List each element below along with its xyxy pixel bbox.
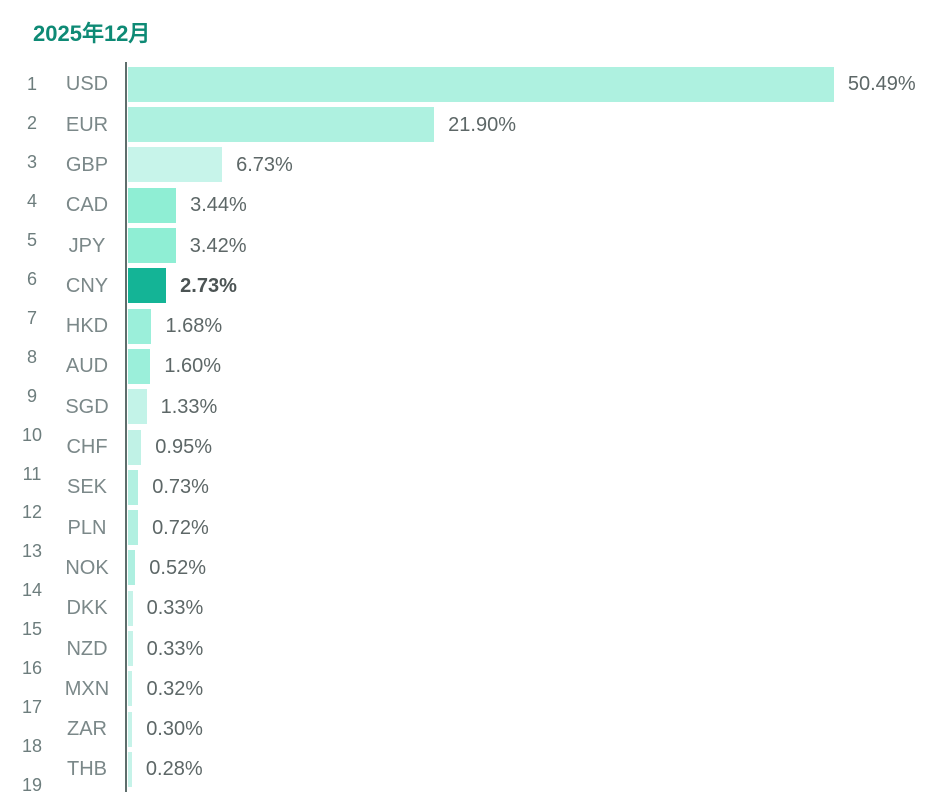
rank-number: 9 bbox=[26, 385, 37, 406]
currency-code: EUR bbox=[65, 113, 109, 136]
currency-code: CAD bbox=[65, 194, 109, 217]
rank-number: 13 bbox=[21, 541, 43, 562]
value-label: 0.28% bbox=[145, 758, 203, 781]
rank-number: 12 bbox=[21, 502, 43, 523]
chart-title: 2025年12月 bbox=[33, 21, 151, 46]
rank-number: 14 bbox=[21, 580, 43, 601]
value-bar bbox=[128, 671, 133, 707]
value-bar bbox=[128, 550, 136, 586]
value-bar bbox=[128, 348, 151, 384]
rank-number: 16 bbox=[21, 658, 43, 679]
value-label: 6.73% bbox=[236, 153, 293, 176]
rank-number: 7 bbox=[26, 307, 37, 328]
currency-code: MXN bbox=[64, 677, 110, 700]
value-label: 1.68% bbox=[165, 315, 223, 338]
rank-number: 19 bbox=[21, 775, 43, 792]
currency-code: GBP bbox=[65, 153, 109, 176]
currency-code: JPY bbox=[68, 234, 106, 257]
currency-code: PLN bbox=[67, 516, 107, 539]
rank-number: 17 bbox=[21, 697, 43, 718]
currency-code: CNY bbox=[65, 274, 109, 297]
value-bar bbox=[128, 469, 139, 505]
value-bar bbox=[128, 751, 132, 787]
currency-code: AUD bbox=[65, 355, 109, 378]
value-label: 1.60% bbox=[164, 355, 222, 378]
value-label: 3.44% bbox=[190, 194, 247, 217]
currency-code: CHF bbox=[66, 436, 108, 458]
value-label: 50.49% bbox=[847, 73, 916, 96]
rank-number: 2 bbox=[26, 112, 37, 133]
rank-number: 6 bbox=[26, 268, 37, 289]
value-bar bbox=[128, 187, 177, 223]
currency-code: SGD bbox=[65, 395, 109, 418]
value-label: 2.73% bbox=[180, 274, 237, 297]
value-bar bbox=[128, 268, 167, 304]
rank-number: 3 bbox=[26, 151, 37, 172]
value-label: 0.52% bbox=[149, 556, 206, 579]
value-label: 21.90% bbox=[448, 113, 516, 136]
rank-number: 15 bbox=[21, 619, 43, 640]
y-axis-line bbox=[125, 62, 127, 792]
rank-number: 5 bbox=[26, 229, 37, 250]
value-bar bbox=[128, 711, 133, 747]
rank-number: 4 bbox=[26, 190, 37, 211]
currency-code: NZD bbox=[66, 637, 108, 660]
value-label: 0.95% bbox=[155, 436, 212, 458]
value-label: 0.33% bbox=[146, 597, 204, 620]
currency-code: NOK bbox=[65, 556, 109, 579]
value-label: 1.33% bbox=[160, 395, 218, 418]
value-label: 0.73% bbox=[152, 476, 209, 499]
currency-code: SEK bbox=[66, 476, 108, 499]
currency-code: DKK bbox=[66, 597, 108, 620]
rank-number: 10 bbox=[21, 424, 43, 445]
value-label: 0.72% bbox=[152, 516, 209, 539]
currency-code: THB bbox=[67, 758, 107, 781]
value-bar bbox=[128, 429, 142, 465]
value-bar bbox=[128, 590, 133, 626]
currency-code: USD bbox=[65, 73, 109, 96]
value-label: 0.32% bbox=[146, 677, 204, 700]
rank-number: 11 bbox=[22, 463, 42, 484]
rank-number: 1 bbox=[26, 74, 37, 94]
value-label: 3.42% bbox=[189, 234, 247, 257]
value-bar bbox=[128, 228, 176, 263]
value-label: 0.30% bbox=[146, 718, 203, 741]
currency-code: ZAR bbox=[67, 718, 107, 741]
currency-code: HKD bbox=[65, 315, 109, 338]
value-bar bbox=[128, 107, 435, 143]
value-bar bbox=[128, 147, 223, 183]
value-bar bbox=[128, 308, 152, 344]
rank-number: 8 bbox=[26, 346, 37, 367]
value-bar bbox=[128, 510, 139, 546]
value-bar bbox=[128, 631, 133, 666]
value-bar bbox=[128, 389, 147, 425]
value-label: 0.33% bbox=[146, 637, 204, 660]
rank-number: 18 bbox=[21, 736, 43, 757]
value-bar bbox=[128, 66, 834, 102]
